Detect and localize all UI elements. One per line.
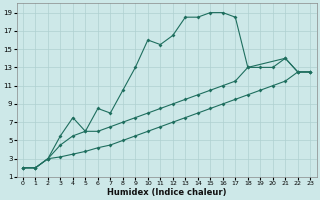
X-axis label: Humidex (Indice chaleur): Humidex (Indice chaleur) [107, 188, 226, 197]
